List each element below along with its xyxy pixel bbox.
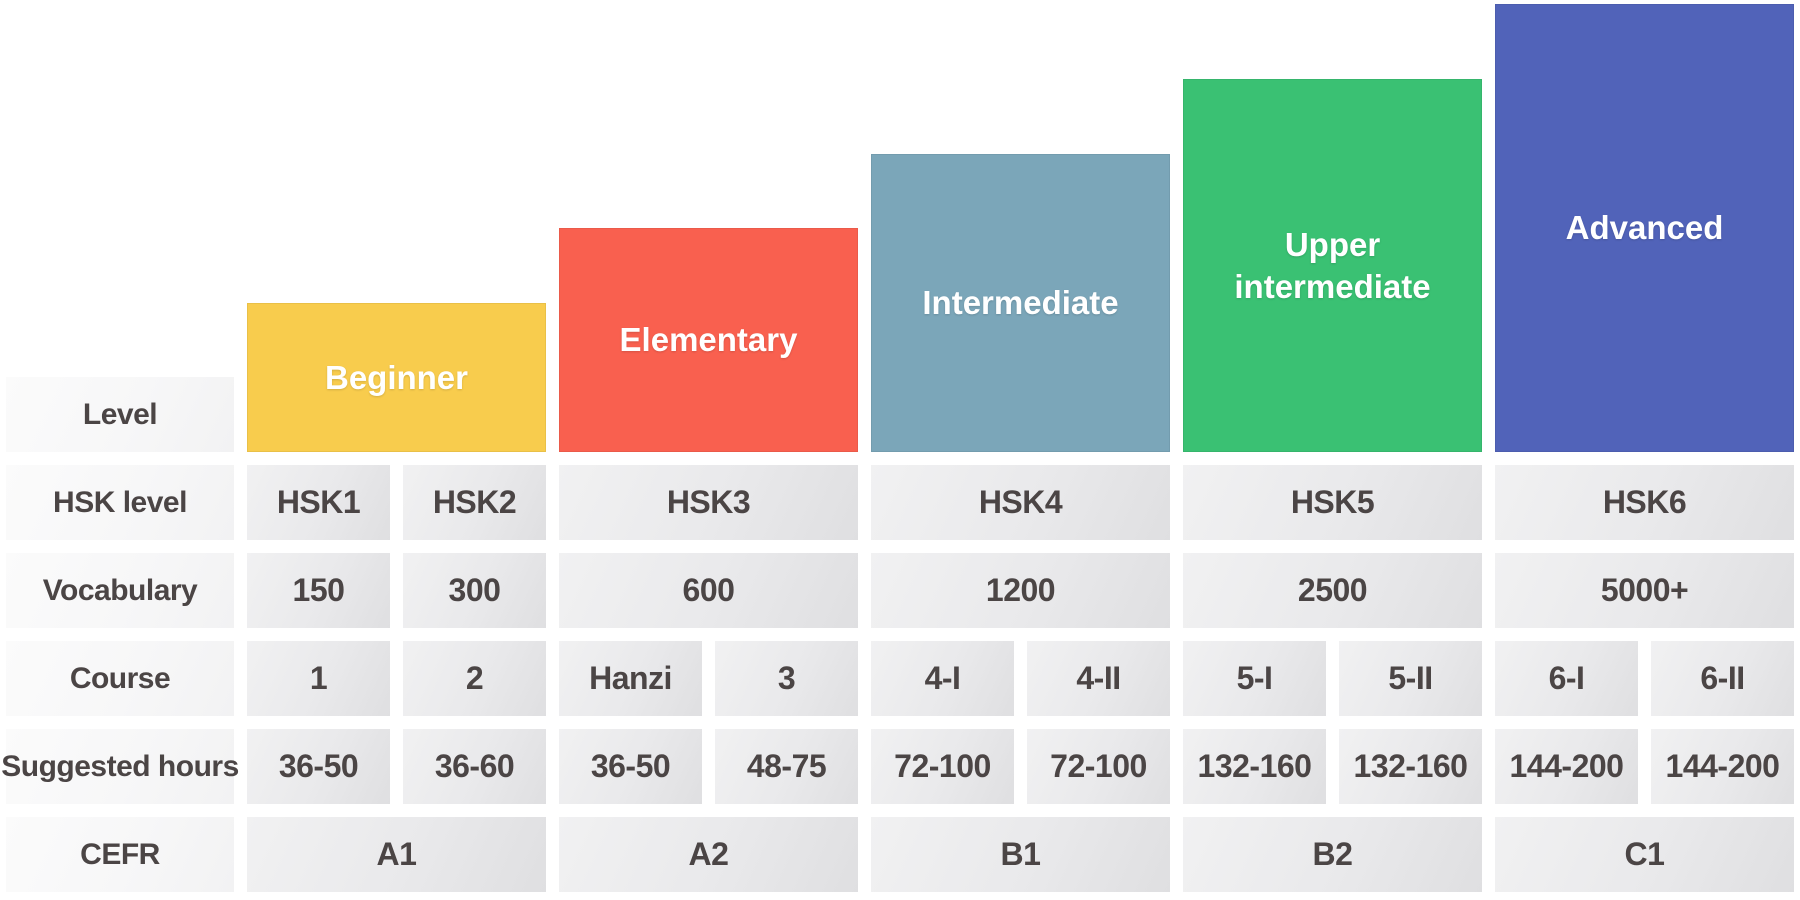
row-vocabulary: Vocabulary 150 300 600 1200 2500 5000+ xyxy=(6,553,1794,628)
level-bar-upper-intermediate: Upper intermediate xyxy=(1183,79,1482,452)
row-label-hsk-level: HSK level xyxy=(6,465,234,540)
row-label-vocabulary: Vocabulary xyxy=(6,553,234,628)
course-cell-6-1: 6-I xyxy=(1495,641,1638,716)
cefr-cell-c1: C1 xyxy=(1495,817,1794,892)
cefr-cell-a2: A2 xyxy=(559,817,858,892)
hours-cell-hanzi: 36-50 xyxy=(559,729,702,804)
level-bar-beginner-title: Beginner xyxy=(324,358,469,396)
course-cell-6-2: 6-II xyxy=(1651,641,1794,716)
hours-cell-hsk2: 36-60 xyxy=(403,729,546,804)
vocabulary-cell-600: 600 xyxy=(559,553,858,628)
course-cell-5-2: 5-II xyxy=(1339,641,1482,716)
row-label-level: Level xyxy=(6,377,234,452)
course-cell-4-1: 4-I xyxy=(871,641,1014,716)
hours-cell-6-1: 144-200 xyxy=(1495,729,1638,804)
course-cell-4-2: 4-II xyxy=(1027,641,1170,716)
row-label-course: Course xyxy=(6,641,234,716)
hours-cell-4-1: 72-100 xyxy=(871,729,1014,804)
level-bar-intermediate: Intermediate xyxy=(871,154,1170,452)
level-bar-advanced: Advanced xyxy=(1495,4,1794,452)
hsk-cell-hsk5: HSK5 xyxy=(1183,465,1482,540)
course-cell-hanzi: Hanzi xyxy=(559,641,702,716)
hsk-cell-hsk2: HSK2 xyxy=(403,465,546,540)
course-cell-2: 2 xyxy=(403,641,546,716)
vocabulary-cell-2500: 2500 xyxy=(1183,553,1482,628)
vocabulary-cell-5000plus: 5000+ xyxy=(1495,553,1794,628)
course-cell-3: 3 xyxy=(715,641,858,716)
hours-cell-hsk1: 36-50 xyxy=(247,729,390,804)
row-label-suggested-hours: Suggested hours xyxy=(1,729,239,804)
level-bar-intermediate-title: Intermediate xyxy=(922,284,1119,322)
cefr-cell-b2: B2 xyxy=(1183,817,1482,892)
level-bars-area: Level Beginner Elementary Intermediate U… xyxy=(6,4,1794,452)
row-hsk-level: HSK level HSK1 HSK2 HSK3 HSK4 HSK5 HSK6 xyxy=(6,465,1794,540)
hsk-cell-hsk6: HSK6 xyxy=(1495,465,1794,540)
hsk-cell-hsk3: HSK3 xyxy=(559,465,858,540)
hours-cell-5-2: 132-160 xyxy=(1339,729,1482,804)
cefr-cell-a1: A1 xyxy=(247,817,546,892)
hsk-cell-hsk4: HSK4 xyxy=(871,465,1170,540)
row-course: Course 1 2 Hanzi 3 4-I 4-II 5-I 5-II 6-I… xyxy=(6,641,1794,716)
hours-cell-5-1: 132-160 xyxy=(1183,729,1326,804)
hours-cell-4-2: 72-100 xyxy=(1027,729,1170,804)
vocabulary-cell-1200: 1200 xyxy=(871,553,1170,628)
hsk-cell-hsk1: HSK1 xyxy=(247,465,390,540)
vocabulary-cell-300: 300 xyxy=(403,553,546,628)
level-bar-upper-intermediate-title: Upper intermediate xyxy=(1234,226,1431,305)
level-bar-beginner: Beginner xyxy=(247,303,546,452)
course-cell-1: 1 xyxy=(247,641,390,716)
row-cefr: CEFR A1 A2 B1 B2 C1 xyxy=(6,817,1794,892)
level-bar-elementary: Elementary xyxy=(559,228,858,452)
cefr-cell-b1: B1 xyxy=(871,817,1170,892)
hours-cell-6-2: 144-200 xyxy=(1651,729,1794,804)
row-suggested-hours: Suggested hours 36-50 36-60 36-50 48-75 … xyxy=(1,729,1794,804)
course-cell-5-1: 5-I xyxy=(1183,641,1326,716)
level-bar-elementary-title: Elementary xyxy=(619,321,798,359)
level-bar-advanced-title: Advanced xyxy=(1565,209,1724,247)
vocabulary-cell-150: 150 xyxy=(247,553,390,628)
row-label-cefr: CEFR xyxy=(6,817,234,892)
hours-cell-hsk3: 48-75 xyxy=(715,729,858,804)
